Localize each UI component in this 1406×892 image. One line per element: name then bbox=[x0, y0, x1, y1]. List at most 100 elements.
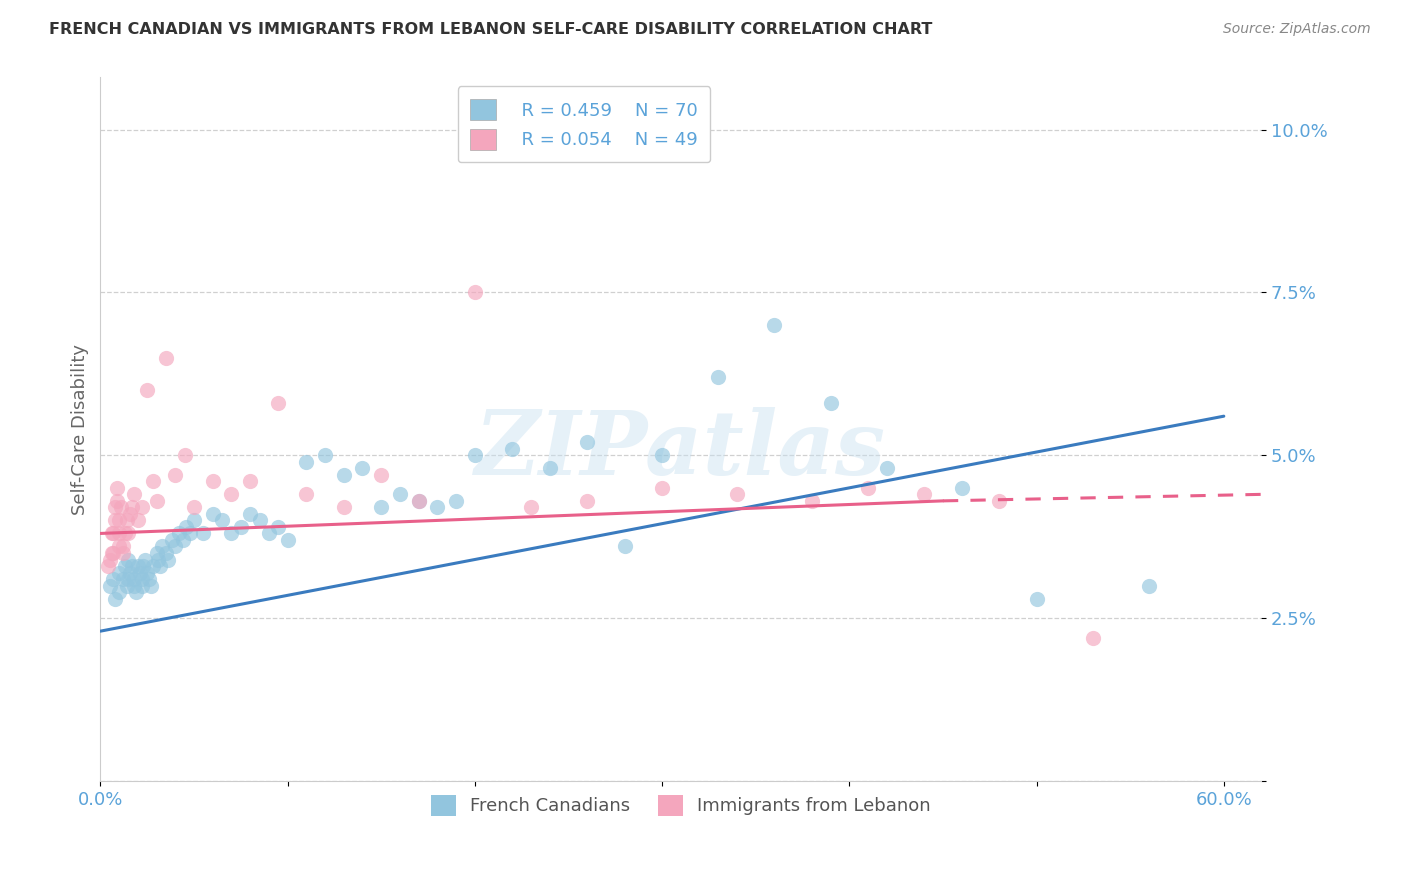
Point bbox=[105, 481, 128, 495]
Point bbox=[725, 487, 748, 501]
Point bbox=[707, 370, 730, 384]
Point bbox=[114, 559, 136, 574]
Point bbox=[239, 475, 262, 489]
Point bbox=[120, 507, 142, 521]
Point bbox=[108, 540, 131, 554]
Point bbox=[651, 481, 673, 495]
Point bbox=[176, 520, 198, 534]
Point bbox=[115, 513, 138, 527]
Text: Source: ZipAtlas.com: Source: ZipAtlas.com bbox=[1223, 22, 1371, 37]
Point bbox=[132, 559, 155, 574]
Point bbox=[98, 552, 121, 566]
Point bbox=[165, 467, 187, 482]
Point bbox=[122, 578, 145, 592]
Point bbox=[149, 559, 172, 574]
Point bbox=[131, 572, 153, 586]
Point bbox=[103, 546, 125, 560]
Point bbox=[333, 467, 356, 482]
Point bbox=[110, 500, 132, 515]
Point bbox=[117, 526, 139, 541]
Point bbox=[295, 455, 318, 469]
Point bbox=[120, 566, 142, 580]
Point bbox=[142, 559, 165, 574]
Point bbox=[103, 526, 125, 541]
Point bbox=[538, 461, 561, 475]
Point bbox=[105, 494, 128, 508]
Point bbox=[183, 500, 205, 515]
Text: FRENCH CANADIAN VS IMMIGRANTS FROM LEBANON SELF-CARE DISABILITY CORRELATION CHAR: FRENCH CANADIAN VS IMMIGRANTS FROM LEBAN… bbox=[49, 22, 932, 37]
Point bbox=[104, 500, 127, 515]
Point bbox=[249, 513, 271, 527]
Point bbox=[277, 533, 299, 547]
Point bbox=[501, 442, 523, 456]
Point bbox=[104, 591, 127, 606]
Point bbox=[156, 552, 179, 566]
Point bbox=[108, 566, 131, 580]
Point bbox=[172, 533, 194, 547]
Point bbox=[111, 572, 134, 586]
Point bbox=[221, 487, 243, 501]
Point bbox=[114, 526, 136, 541]
Point bbox=[179, 526, 201, 541]
Point bbox=[100, 546, 122, 560]
Point bbox=[988, 494, 1011, 508]
Point bbox=[131, 578, 153, 592]
Point bbox=[314, 448, 336, 462]
Point bbox=[115, 578, 138, 592]
Point bbox=[117, 552, 139, 566]
Point bbox=[97, 559, 120, 574]
Point bbox=[155, 351, 177, 365]
Point bbox=[651, 448, 673, 462]
Point bbox=[138, 572, 160, 586]
Point bbox=[127, 559, 149, 574]
Point bbox=[800, 494, 823, 508]
Point bbox=[257, 526, 280, 541]
Point bbox=[333, 500, 356, 515]
Point bbox=[98, 578, 121, 592]
Text: ZIPatlas: ZIPatlas bbox=[475, 407, 886, 493]
Point bbox=[173, 448, 195, 462]
Point bbox=[221, 526, 243, 541]
Point bbox=[820, 396, 842, 410]
Legend: French Canadians, Immigrants from Lebanon: French Canadians, Immigrants from Lebano… bbox=[422, 786, 941, 825]
Point bbox=[136, 566, 159, 580]
Point bbox=[121, 559, 143, 574]
Point bbox=[104, 513, 127, 527]
Point bbox=[576, 435, 599, 450]
Point bbox=[127, 513, 149, 527]
Point bbox=[856, 481, 879, 495]
Point bbox=[295, 487, 318, 501]
Point bbox=[201, 507, 224, 521]
Point bbox=[576, 494, 599, 508]
Point bbox=[464, 285, 486, 300]
Point bbox=[155, 546, 177, 560]
Point bbox=[193, 526, 215, 541]
Point bbox=[183, 513, 205, 527]
Point bbox=[108, 513, 131, 527]
Point bbox=[121, 500, 143, 515]
Point bbox=[103, 572, 125, 586]
Point bbox=[122, 572, 145, 586]
Point bbox=[408, 494, 430, 508]
Point bbox=[370, 467, 392, 482]
Point bbox=[128, 566, 150, 580]
Point bbox=[211, 513, 233, 527]
Point bbox=[239, 507, 262, 521]
Point bbox=[134, 552, 156, 566]
Point bbox=[464, 448, 486, 462]
Point bbox=[388, 487, 411, 501]
Point bbox=[100, 526, 122, 541]
Point bbox=[408, 494, 430, 508]
Point bbox=[352, 461, 374, 475]
Point bbox=[148, 552, 170, 566]
Point bbox=[131, 500, 153, 515]
Point bbox=[108, 526, 131, 541]
Point bbox=[613, 540, 636, 554]
Point bbox=[150, 540, 173, 554]
Point bbox=[876, 461, 898, 475]
Point bbox=[267, 520, 290, 534]
Point bbox=[111, 540, 134, 554]
Point bbox=[950, 481, 973, 495]
Point bbox=[444, 494, 467, 508]
Point bbox=[763, 318, 786, 332]
